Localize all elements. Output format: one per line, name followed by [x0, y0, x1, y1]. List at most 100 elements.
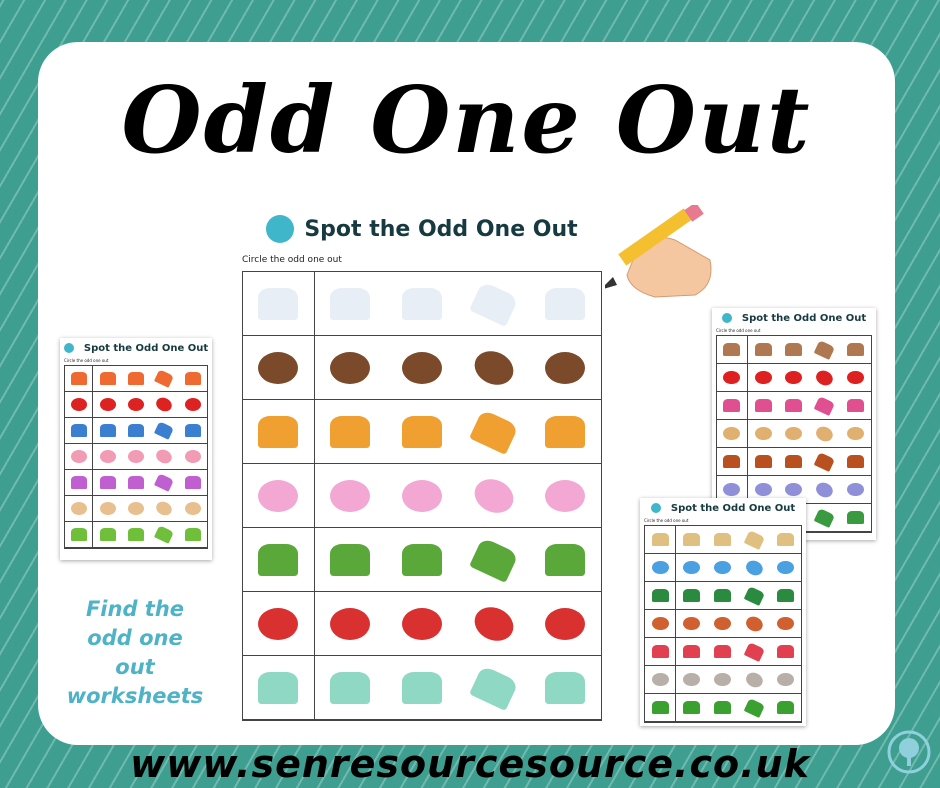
example-cell[interactable]: [645, 526, 677, 554]
example-cell[interactable]: [65, 496, 94, 522]
mouse-icon: [776, 672, 794, 687]
odd-one-out-grid: [644, 525, 802, 723]
caterpillar-icon: [154, 525, 175, 544]
odd-one-out-grid: [64, 365, 208, 549]
car-icon: [127, 398, 144, 411]
example-cell[interactable]: [645, 694, 677, 722]
worksheet-title: Spot the Odd One Out: [741, 312, 867, 324]
choices-cell[interactable]: [93, 496, 207, 522]
flowers-icon: [154, 421, 175, 440]
choices-cell[interactable]: [747, 364, 871, 392]
train-icon: [776, 588, 794, 603]
example-cell[interactable]: [645, 554, 677, 582]
choices-cell[interactable]: [314, 272, 601, 336]
example-cell[interactable]: [243, 336, 315, 400]
flowers-icon: [70, 424, 87, 437]
hand-icon: [785, 342, 803, 357]
example-cell[interactable]: [65, 470, 94, 496]
choices-cell[interactable]: [314, 656, 601, 720]
example-cell[interactable]: [717, 392, 748, 420]
example-cell[interactable]: [645, 666, 677, 694]
choices-cell[interactable]: [93, 470, 207, 496]
parrot-icon: [743, 697, 765, 718]
hotdog-icon: [683, 616, 701, 631]
choices-cell[interactable]: [93, 366, 207, 392]
choices-cell[interactable]: [747, 336, 871, 364]
hand-pencil-icon: [605, 205, 712, 298]
unicorn-icon: [468, 472, 519, 519]
girl-icon: [401, 351, 442, 384]
choices-cell[interactable]: [314, 336, 601, 400]
example-cell[interactable]: [645, 638, 677, 666]
example-cell[interactable]: [65, 444, 94, 470]
choices-cell[interactable]: [676, 610, 801, 638]
choices-cell[interactable]: [676, 694, 801, 722]
dice-icon: [401, 287, 442, 320]
dinosaur-icon: [258, 671, 299, 704]
example-cell[interactable]: [243, 400, 315, 464]
choices-cell[interactable]: [93, 444, 207, 470]
choices-cell[interactable]: [93, 392, 207, 418]
choices-cell[interactable]: [314, 400, 601, 464]
dog-icon: [723, 426, 741, 441]
worksheet-title: Spot the Odd One Out: [670, 502, 796, 514]
apple-icon: [785, 370, 803, 385]
choices-cell[interactable]: [747, 476, 871, 504]
example-cell[interactable]: [243, 592, 315, 656]
example-cell[interactable]: [717, 420, 748, 448]
guitar-icon: [785, 454, 803, 469]
leaf-icon: [545, 543, 586, 576]
example-cell[interactable]: [65, 392, 94, 418]
choices-cell[interactable]: [314, 528, 601, 592]
example-cell[interactable]: [645, 582, 677, 610]
example-cell[interactable]: [65, 418, 94, 444]
example-cell[interactable]: [717, 364, 748, 392]
choices-cell[interactable]: [314, 592, 601, 656]
example-cell[interactable]: [65, 366, 94, 392]
parrot-icon: [651, 700, 669, 715]
choices-cell[interactable]: [747, 448, 871, 476]
tagline: Find the odd one out worksheets: [60, 595, 210, 711]
choices-cell[interactable]: [314, 464, 601, 528]
leaf-icon: [468, 536, 519, 583]
example-cell[interactable]: [645, 610, 677, 638]
cap-icon: [330, 607, 371, 640]
choices-cell[interactable]: [676, 666, 801, 694]
guitar-icon: [723, 454, 741, 469]
cap-icon: [468, 600, 519, 647]
choices-cell[interactable]: [747, 420, 871, 448]
choices-cell[interactable]: [676, 526, 801, 554]
donut-icon: [154, 447, 175, 466]
hand-icon: [754, 342, 772, 357]
example-cell[interactable]: [717, 336, 748, 364]
girl-icon: [468, 344, 519, 391]
example-cell[interactable]: [243, 528, 315, 592]
example-cell[interactable]: [65, 522, 94, 548]
choices-cell[interactable]: [747, 392, 871, 420]
instruction: Circle the odd one out: [242, 255, 342, 265]
example-cell[interactable]: [717, 448, 748, 476]
dragon-icon: [754, 482, 772, 497]
xylophone-icon: [184, 476, 201, 489]
unicorn-icon: [258, 479, 299, 512]
ice-cream-icon: [154, 499, 175, 518]
rainbow-icon: [401, 415, 442, 448]
unicorn-icon: [330, 479, 371, 512]
example-cell[interactable]: [243, 656, 315, 720]
donut-icon: [184, 450, 201, 463]
apple-icon: [754, 370, 772, 385]
website-url[interactable]: www.senresourcesource.co.uk: [130, 742, 810, 786]
stacking-toy-icon: [847, 398, 865, 413]
choices-cell[interactable]: [676, 638, 801, 666]
example-cell[interactable]: [243, 464, 315, 528]
pencil-icon: [776, 532, 794, 547]
choices-cell[interactable]: [676, 554, 801, 582]
beach-ball-icon: [154, 369, 175, 388]
cap-icon: [401, 607, 442, 640]
dice-icon: [258, 287, 299, 320]
choices-cell[interactable]: [676, 582, 801, 610]
choices-cell[interactable]: [93, 418, 207, 444]
choices-cell[interactable]: [93, 522, 207, 548]
example-cell[interactable]: [243, 272, 315, 336]
train-icon: [714, 588, 732, 603]
